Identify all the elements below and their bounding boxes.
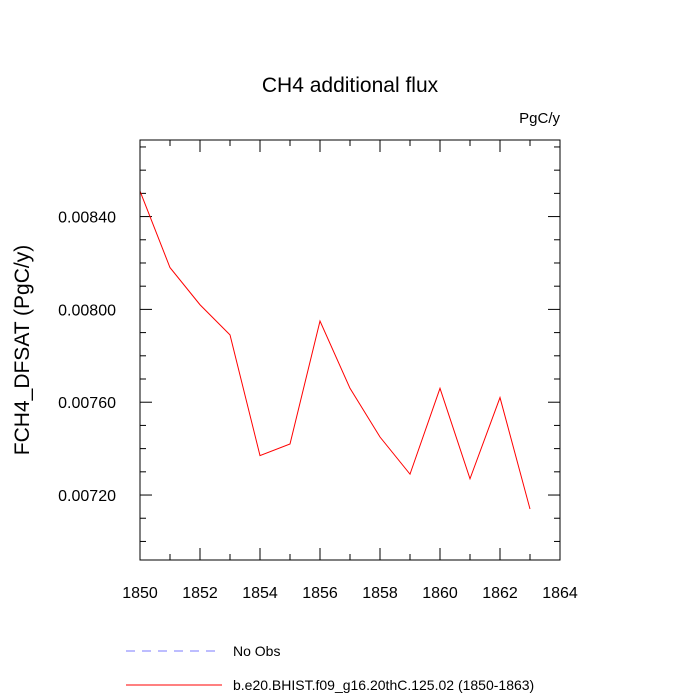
- x-tick-label: 1860: [422, 585, 458, 602]
- units-label: PgC/y: [519, 110, 560, 127]
- x-tick-label: 1864: [542, 585, 578, 602]
- y-tick-label: 0.00840: [58, 210, 116, 227]
- y-tick-label: 0.00760: [58, 395, 116, 412]
- x-tick-label: 1850: [122, 585, 158, 602]
- x-tick-label: 1862: [482, 585, 518, 602]
- x-tick-label: 1852: [182, 585, 218, 602]
- tick-labels: 1850 1852 1854 1856 1858 1860 1862 1864 0.00720 0…: [58, 210, 578, 602]
- x-tick-label: 1854: [242, 585, 278, 602]
- x-tick-label: 1858: [362, 585, 398, 602]
- y-tick-label: 0.00800: [58, 302, 116, 319]
- series-line: [139, 190, 531, 510]
- chart-title: CH4 additional flux: [262, 74, 439, 97]
- y-axis-label: FCH4_DFSAT (PgC/y): [11, 245, 34, 455]
- legend-label: No Obs: [233, 643, 280, 659]
- series-layer: [139, 190, 531, 510]
- legend-label: b.e20.BHIST.f09_g16.20thC.125.02 (1850-1…: [233, 677, 534, 693]
- axis-ticks: [139, 140, 561, 560]
- y-tick-label: 0.00720: [58, 488, 116, 505]
- x-tick-label: 1856: [302, 585, 338, 602]
- legend: No Obs b.e20.BHIST.f09_g16.20thC.125.02 (…: [126, 643, 534, 693]
- plot-frame: [139, 139, 561, 561]
